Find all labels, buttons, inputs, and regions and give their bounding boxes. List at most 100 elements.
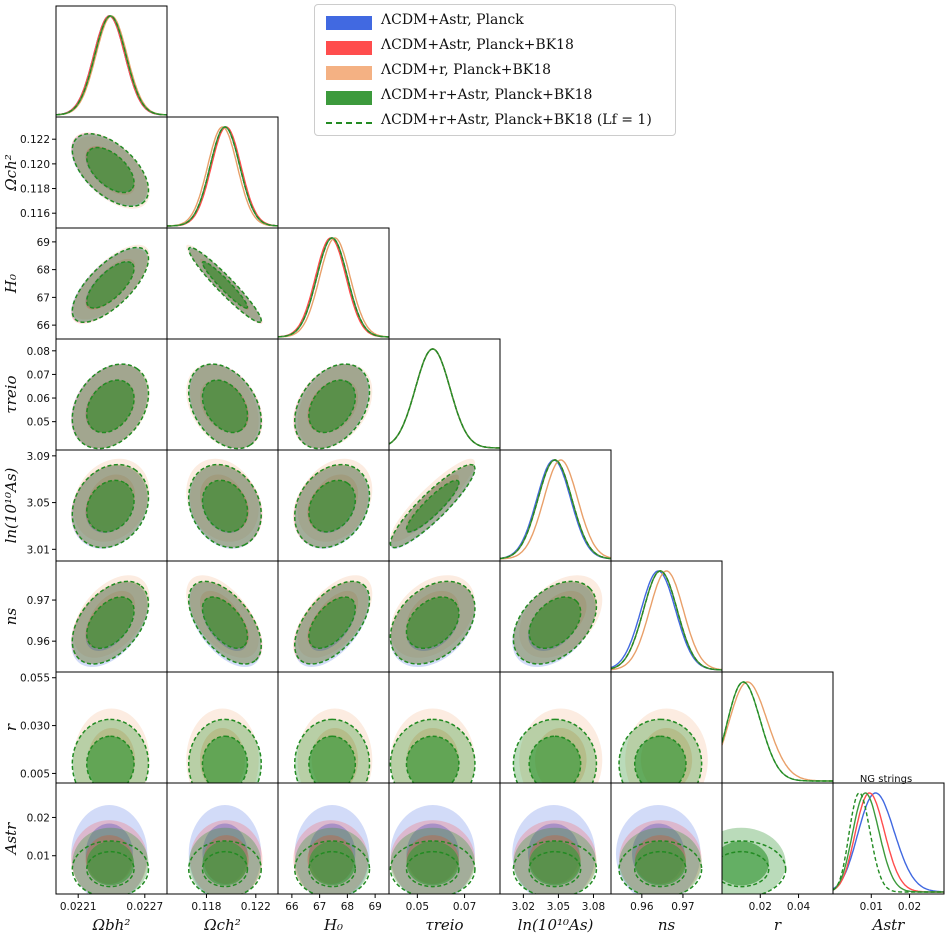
bottom-tick-label: 0.02 <box>749 901 772 913</box>
left-tick-label: 3.01 <box>27 544 50 556</box>
contour-outer-series-4 <box>293 580 371 665</box>
marginal-tau_reio <box>389 348 500 449</box>
contour-inner-series-4 <box>201 479 249 533</box>
contour-outer-series-4 <box>71 463 150 549</box>
axis-label-r: r <box>774 916 782 934</box>
contour-outer-series-4 <box>187 580 262 665</box>
bottom-tick-label: 0.97 <box>671 901 694 913</box>
contour-outer-series-4 <box>389 840 476 894</box>
bottom-tick-label: 67 <box>313 901 326 913</box>
legend-entry-lcdm-r-astr-planck-bk18: ΛCDM+r+Astr, Planck+BK18 <box>315 86 675 108</box>
marginal-curve-series-4 <box>611 570 722 671</box>
left-tick-label: 0.118 <box>20 184 50 196</box>
bottom-tick-label: 68 <box>341 901 354 913</box>
contour-outer-series-4 <box>618 718 703 783</box>
bottom-tick-label: 0.01 <box>860 901 883 913</box>
contour-inner-series-3 <box>308 841 356 886</box>
marginal-H0 <box>278 237 389 338</box>
contour-inner-series-3 <box>202 380 248 433</box>
left-tick-label: 0.96 <box>27 636 51 648</box>
panel-frame <box>166 116 279 229</box>
marginal-curve-series-2 <box>167 126 278 227</box>
axis-label-Astr: Astr <box>871 916 906 934</box>
contour-inner-series-4 <box>308 379 357 434</box>
bottom-tick-label: 66 <box>285 901 299 913</box>
contour-inner-series-4 <box>308 735 357 783</box>
contour-outer-series-4 <box>389 463 476 549</box>
axis-label-tau_reio: τreio <box>425 916 463 934</box>
axis-label-omega_b: Ωbh² <box>92 916 131 934</box>
legend-dash-line <box>326 122 372 124</box>
bottom-tick-label: 0.07 <box>453 901 476 913</box>
contour-inner-series-4 <box>86 379 135 434</box>
contour-inner-series-4 <box>405 735 460 783</box>
contour-inner-series-3 <box>86 841 135 886</box>
panel-r-Astr <box>722 827 787 894</box>
marginal-curve-series-0 <box>56 15 167 116</box>
contour-inner-series-4 <box>633 735 687 783</box>
panel-omega_c-Astr <box>187 805 263 894</box>
contour-outer-series-4 <box>187 718 262 783</box>
axis-label-y-omega_c: Ωch² <box>2 154 20 192</box>
contour-inner-series-3 <box>86 480 135 532</box>
contour-outer-series-4 <box>187 463 262 549</box>
contour-inner-series-4 <box>201 735 249 783</box>
marginal-curve-series-3 <box>56 15 167 116</box>
contour-outer-series-4 <box>389 718 476 783</box>
axis-label-lnAs: ln(10¹⁰As) <box>518 916 594 934</box>
left-tick-label: 67 <box>37 292 50 304</box>
panel-H0-r <box>293 708 373 783</box>
contour-inner-series-3 <box>308 480 356 532</box>
panel-lnAs-Astr <box>512 805 598 894</box>
legend-entry-lcdm-astr-planck-bk18: ΛCDM+Astr, Planck+BK18 <box>315 36 675 58</box>
contour-inner-series-4 <box>86 596 135 650</box>
bottom-tick-label: 0.118 <box>191 901 221 913</box>
contour-inner-series-3 <box>86 147 135 193</box>
contour-outer-series-4 <box>187 246 262 324</box>
left-tick-label: 0.05 <box>27 417 50 429</box>
panel-lnAs-r <box>512 708 603 783</box>
panel-omega_b-r <box>71 708 150 783</box>
contour-outer-series-4 <box>187 840 262 894</box>
contour-inner-series-3 <box>86 380 135 433</box>
marginal-curve-series-3 <box>167 126 278 227</box>
marginal-curve-series-0 <box>389 348 500 449</box>
left-tick-label: 0.06 <box>27 393 51 405</box>
panel-ns-Astr <box>615 805 703 894</box>
contour-inner-series-4 <box>528 850 582 888</box>
contour-outer-series-4 <box>293 363 371 450</box>
bottom-tick-label: 69 <box>368 901 381 913</box>
contour-inner-series-4 <box>86 735 135 783</box>
contour-inner-series-4 <box>201 260 249 309</box>
axis-label-ns: ns <box>658 916 676 934</box>
contour-inner-series-3 <box>308 380 356 433</box>
marginal-curve-series-0 <box>278 237 389 338</box>
panel-omega_c-tau_reio <box>186 363 263 450</box>
legend-swatch <box>326 16 372 30</box>
marginal-curve-series-4 <box>500 459 611 560</box>
marginal-curve-series-1 <box>278 237 389 338</box>
legend-label: ΛCDM+r+Astr, Planck+BK18 <box>381 87 593 103</box>
contour-inner-series-4 <box>201 596 249 650</box>
panel-tau_reio-lnAs <box>389 458 476 549</box>
contour-inner-series-3 <box>529 841 581 886</box>
contour-inner-series-4 <box>308 479 357 533</box>
marginal-curve-series-4 <box>278 237 389 338</box>
legend-swatch <box>326 66 372 80</box>
marginal-curve-series-3 <box>833 792 944 893</box>
left-tick-label: 0.055 <box>20 673 50 685</box>
axis-label-y-tau_reio: τreio <box>2 375 20 413</box>
contour-inner-series-3 <box>86 736 135 783</box>
panel-frame <box>721 671 834 784</box>
bottom-tick-label: 0.04 <box>787 901 811 913</box>
axis-label-omega_c: Ωch² <box>203 916 241 934</box>
marginal-curve-series-1 <box>500 459 611 560</box>
panel-lnAs-ns <box>512 575 603 668</box>
marginal-curve-series-3 <box>389 348 500 449</box>
left-tick-label: 0.030 <box>20 721 50 733</box>
left-tick-label: 3.09 <box>27 451 50 463</box>
contour-outer-series-4 <box>71 363 150 450</box>
marginal-ns <box>611 570 722 671</box>
left-tick-label: 0.116 <box>20 208 50 220</box>
contour-inner-series-3 <box>529 597 581 649</box>
